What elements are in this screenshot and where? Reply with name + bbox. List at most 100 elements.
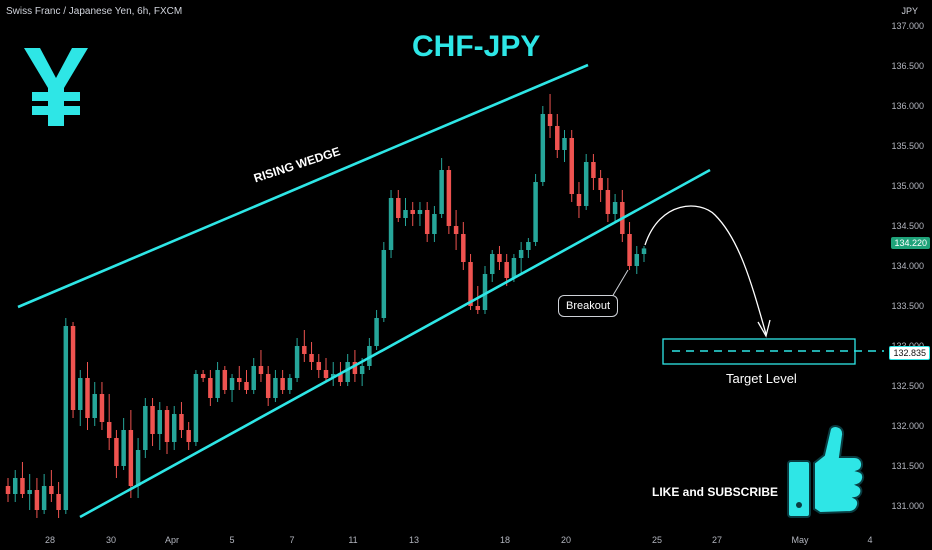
candle-body <box>504 262 509 278</box>
x-tick-label: 20 <box>561 535 571 545</box>
candle-body <box>634 254 640 266</box>
current-price-badge: 134.220 <box>891 237 930 249</box>
breakout-callout: Breakout <box>558 295 619 317</box>
candle-body <box>265 374 271 398</box>
candle-body <box>446 170 452 226</box>
candle-body <box>533 182 538 242</box>
candle-body <box>20 478 25 494</box>
y-tick-label: 132.000 <box>891 421 924 431</box>
candle-body <box>27 490 32 494</box>
candle-body <box>5 486 11 494</box>
candle-body <box>388 198 394 250</box>
candle-body <box>12 478 18 494</box>
candle-body <box>598 178 603 190</box>
candle-body <box>63 326 69 510</box>
candle-body <box>258 366 264 374</box>
y-tick-label: 132.500 <box>891 381 924 391</box>
candle-body <box>569 138 574 194</box>
candle-body <box>251 366 256 390</box>
candle-body <box>208 378 213 398</box>
candle-body <box>511 258 517 278</box>
candle-body <box>461 234 466 262</box>
symbol-header: Swiss Franc / Japanese Yen, 6h, FXCM <box>6 6 183 17</box>
target-price-badge: 132.835 <box>889 346 930 360</box>
candle-body <box>482 274 488 310</box>
currency-label: JPY <box>901 6 918 16</box>
candle-body <box>641 248 647 254</box>
candle-body <box>518 250 524 258</box>
candle-body <box>627 234 632 266</box>
breakout-pointer <box>611 269 629 298</box>
candle-body <box>432 214 437 234</box>
candle-body <box>345 362 350 382</box>
candle-body <box>330 374 336 378</box>
candle-body <box>280 378 285 390</box>
candle-body <box>186 430 191 442</box>
candle-body <box>85 378 90 418</box>
candle-body <box>229 378 235 390</box>
projection-arrow <box>644 205 767 335</box>
thumbs-up-icon <box>787 425 865 518</box>
candle-body <box>143 406 148 450</box>
x-tick-label: 30 <box>106 535 116 545</box>
candle-body <box>489 254 495 274</box>
candle-body <box>605 190 611 214</box>
y-tick-label: 136.500 <box>891 61 924 71</box>
candle-body <box>396 198 401 218</box>
candle-body <box>164 410 170 442</box>
x-tick-label: 27 <box>712 535 722 545</box>
candle-body <box>410 210 415 214</box>
candle-body <box>576 194 582 206</box>
candle-body <box>78 378 83 410</box>
candle-body <box>193 374 199 442</box>
candle-body <box>237 378 242 382</box>
candle-body <box>99 394 105 422</box>
candle-body <box>439 170 444 214</box>
candle-body <box>273 378 278 398</box>
candle-body <box>338 374 343 382</box>
candle-body <box>244 382 249 390</box>
candle-body <box>215 370 220 398</box>
candle-body <box>323 370 329 378</box>
candle-body <box>222 370 228 390</box>
candle-body <box>49 486 54 494</box>
candle-body <box>41 486 47 510</box>
x-tick-label: 4 <box>867 535 872 545</box>
x-tick-label: 11 <box>348 535 357 545</box>
y-tick-label: 137.000 <box>891 21 924 31</box>
candle-body <box>475 306 481 310</box>
candle-body <box>92 394 97 418</box>
time-axis: 28 30 Apr 5 7 11 13 18 20 25 27 May 4 <box>45 535 873 545</box>
candle-body <box>612 202 618 214</box>
x-tick-label: 18 <box>500 535 510 545</box>
candle-body <box>540 114 546 182</box>
target-level-label: Target Level <box>726 371 797 386</box>
y-tick-label: 135.000 <box>891 181 924 191</box>
wedge-upper-line <box>17 63 589 309</box>
x-tick-label: 5 <box>229 535 234 545</box>
candle-body <box>150 406 155 434</box>
candle-body <box>374 318 379 346</box>
candle-body <box>179 414 184 430</box>
chart-title: CHF-JPY <box>412 30 541 63</box>
candle-body <box>417 210 423 214</box>
y-tick-label: 134.500 <box>891 221 924 231</box>
candle-body <box>367 346 372 366</box>
candle-body <box>114 438 119 466</box>
candle-body <box>526 242 531 250</box>
projection-arrowhead <box>757 319 771 338</box>
candle-body <box>424 210 430 234</box>
candles-group <box>5 94 647 518</box>
y-tick-label: 134.000 <box>891 261 924 271</box>
candle-body <box>453 226 459 234</box>
candle-body <box>287 378 293 390</box>
candle-body <box>381 250 387 318</box>
y-tick-label: 131.000 <box>891 501 924 511</box>
candle-body <box>157 410 163 434</box>
candle-body <box>128 430 134 486</box>
candle-body <box>468 262 473 306</box>
candle-body <box>302 346 307 354</box>
y-tick-label: 135.500 <box>891 141 924 151</box>
x-tick-label: 25 <box>652 535 662 545</box>
